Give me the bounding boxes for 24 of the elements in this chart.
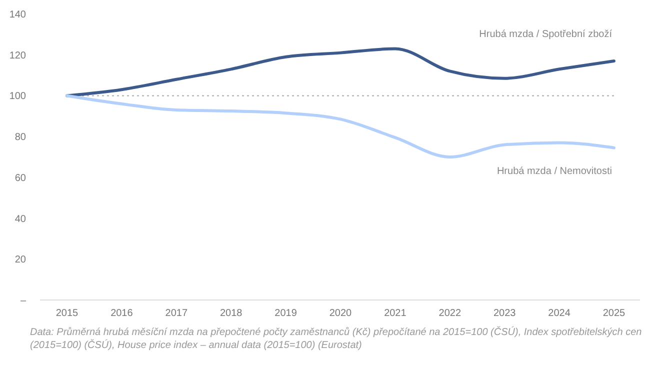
x-tick-label: 2022: [438, 308, 462, 319]
x-tick-label: 2019: [274, 308, 298, 319]
text: Data: Průměrná hrubá měsíční mzda na přepočtené počty zaměstnanců (Kč) přepočítané na 2015=100 (ČSÚ), Index spotřebitelských cen (2015=100) (ČSÚ), House price index – annual data (2015=100) (Eurostat): [30, 326, 643, 352]
x-tick-label: 2015: [56, 308, 79, 319]
y-tick-label: 140: [9, 10, 26, 20]
line-series: [66, 47, 616, 98]
x-tick-label: 2016: [110, 308, 134, 319]
x-tick-label: 2025: [602, 308, 626, 319]
x-tick-label: 2018: [220, 308, 243, 319]
series-label: Hrubá mzda / Nemovitosti: [496, 166, 612, 177]
x-tick-label: 2017: [165, 308, 188, 319]
text: Hrubá mzda / Spotřební zboží: [479, 28, 612, 40]
y-tick-label: 80: [14, 132, 26, 144]
x-tick-label: 2023: [493, 308, 516, 319]
y-tick-label: 60: [14, 172, 26, 184]
y-tick-label: 120: [9, 50, 26, 62]
x-tick-label: 2024: [548, 308, 571, 319]
y-tick-label: –: [20, 296, 26, 306]
y-tick-label: 40: [14, 214, 26, 225]
line-series: [66, 94, 616, 158]
y-tick-label: 100: [9, 91, 26, 102]
x-tick-label: 2020: [329, 308, 352, 319]
x-tick-label: 2021: [384, 308, 407, 319]
y-tick-label: 20: [14, 254, 26, 266]
